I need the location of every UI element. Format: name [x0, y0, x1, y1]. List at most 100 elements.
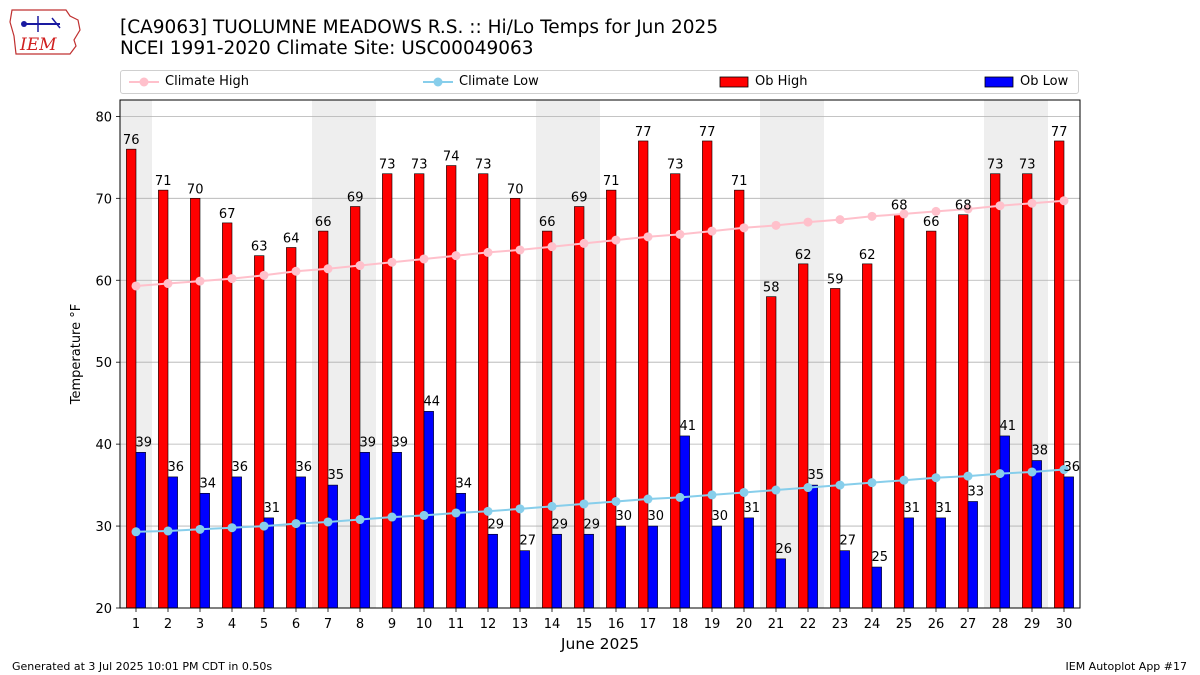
climate-low-point-day-7	[323, 517, 333, 527]
x-tick-label-30: 30	[1056, 617, 1073, 632]
chart-title: [CA9063] TUOLUMNE MEADOWS R.S. :: Hi/Lo …	[120, 17, 718, 59]
y-tick-label-60: 60	[95, 274, 112, 289]
climate-low-point-day-17	[643, 494, 653, 504]
x-tick-label-24: 24	[864, 617, 881, 632]
ob-high-label-day-24: 62	[859, 248, 876, 263]
legend-climate-high-label: Climate High	[165, 74, 250, 89]
climate-high-point-day-14	[547, 242, 557, 252]
climate-low-point-day-16	[611, 496, 621, 506]
ob-low-bar-day-19	[711, 525, 722, 609]
climate-high-point-day-27	[963, 204, 973, 214]
ob-high-bar-day-25	[894, 214, 905, 609]
ob-high-bar-day-19	[702, 140, 713, 609]
legend-ob-high: Ob High	[719, 74, 808, 89]
x-tick-label-25: 25	[896, 617, 913, 632]
y-tick-label-20: 20	[95, 602, 112, 617]
ob-low-label-day-8: 39	[360, 435, 377, 450]
ob-high-label-day-5: 63	[251, 240, 268, 255]
climate-high-point-day-13	[515, 245, 525, 255]
climate-high-point-day-15	[579, 238, 589, 248]
climate-high-point-day-2	[163, 279, 173, 289]
x-tick-label-15: 15	[576, 617, 593, 632]
ob-low-label-day-24: 25	[872, 550, 889, 565]
title-line-2: NCEI 1991-2020 Climate Site: USC00049063	[120, 38, 534, 59]
ob-low-label-day-9: 39	[392, 435, 409, 450]
climate-high-point-day-16	[611, 235, 621, 245]
climate-high-point-day-12	[483, 247, 493, 257]
ob-high-label-day-20: 71	[731, 174, 748, 189]
ob-low-bar-day-24	[871, 566, 882, 609]
climate-high-point-day-29	[1027, 198, 1037, 208]
ob-low-label-day-20: 31	[744, 501, 761, 516]
x-axis-label: June 2025	[560, 635, 639, 653]
legend: Climate High Climate Low Ob High Ob Low	[120, 70, 1079, 94]
climate-low-point-day-18	[675, 492, 685, 502]
ob-low-bar-day-28	[999, 435, 1010, 609]
ob-high-label-day-30: 77	[1051, 125, 1068, 140]
ob-low-bar-day-15	[583, 533, 594, 609]
iowa-state-outline	[9, 9, 81, 55]
ob-low-label-day-21: 26	[776, 542, 793, 557]
y-tick-label-30: 30	[95, 520, 112, 535]
ob-low-label-day-6: 36	[296, 460, 313, 475]
ob-low-label-day-11: 34	[456, 476, 473, 491]
ob-high-bar-day-10	[414, 173, 425, 609]
climate-low-point-day-29	[1027, 467, 1037, 477]
ob-high-label-day-27: 68	[955, 199, 972, 214]
ob-high-bar-day-29	[1022, 173, 1033, 609]
ob-low-label-day-5: 31	[264, 501, 281, 516]
climate-low-point-day-21	[771, 485, 781, 495]
ob-high-bar-day-2	[158, 189, 169, 609]
climate-low-point-day-12	[483, 506, 493, 516]
ob-high-bar-day-21	[766, 296, 777, 609]
x-tick-label-5: 5	[260, 617, 268, 632]
climate-low-point-day-24	[867, 478, 877, 488]
ob-high-swatch-icon	[719, 76, 749, 87]
climate-high-point-day-6	[291, 266, 301, 276]
climate-low-point-day-4	[227, 523, 237, 533]
ob-low-label-day-2: 36	[168, 460, 185, 475]
climate-low-point-day-9	[387, 512, 397, 522]
ob-high-label-day-14: 66	[539, 215, 556, 230]
climate-high-point-day-5	[259, 270, 269, 280]
ob-high-bar-day-20	[734, 189, 745, 609]
ob-low-label-day-16: 30	[616, 509, 633, 524]
ob-high-label-day-8: 69	[347, 191, 364, 206]
ob-low-label-day-25: 31	[904, 501, 921, 516]
climate-high-point-day-10	[419, 254, 429, 264]
ob-high-bar-day-23	[830, 288, 841, 609]
app-footer: IEM Autoplot App #17	[1065, 660, 1188, 673]
climate-high-point-day-18	[675, 229, 685, 239]
ob-low-bar-day-22	[807, 484, 818, 609]
ob-high-bar-day-27	[958, 214, 969, 609]
ob-low-bar-day-17	[647, 525, 658, 609]
climate-low-point-day-14	[547, 501, 557, 511]
x-tick-label-13: 13	[512, 617, 529, 632]
ob-low-label-day-27: 33	[968, 484, 985, 499]
x-tick-label-8: 8	[356, 617, 364, 632]
ob-high-bar-day-15	[574, 206, 585, 609]
ob-low-bar-day-30	[1063, 476, 1074, 609]
ob-high-label-day-9: 73	[379, 158, 396, 173]
ob-high-bar-day-11	[446, 165, 457, 609]
ob-low-label-day-15: 29	[584, 517, 601, 532]
climate-low-point-day-30	[1059, 465, 1069, 475]
climate-low-point-day-8	[355, 515, 365, 525]
x-tick-label-22: 22	[800, 617, 817, 632]
legend-climate-low-label: Climate Low	[459, 74, 539, 89]
climate-high-line-icon	[129, 77, 159, 86]
climate-low-point-day-20	[739, 487, 749, 497]
climate-low-point-day-6	[291, 519, 301, 529]
ob-high-label-day-23: 59	[827, 272, 844, 287]
climate-low-line	[135, 468, 1065, 533]
ob-low-label-day-17: 30	[648, 509, 665, 524]
x-tick-label-27: 27	[960, 617, 977, 632]
x-tick-label-3: 3	[196, 617, 204, 632]
ob-high-bar-day-7	[318, 230, 329, 609]
ob-low-bar-day-23	[839, 550, 850, 609]
ob-low-bar-day-2	[167, 476, 178, 609]
climate-high-line	[135, 199, 1065, 287]
y-tick-label-50: 50	[95, 356, 112, 371]
ob-low-bar-day-27	[967, 501, 978, 609]
